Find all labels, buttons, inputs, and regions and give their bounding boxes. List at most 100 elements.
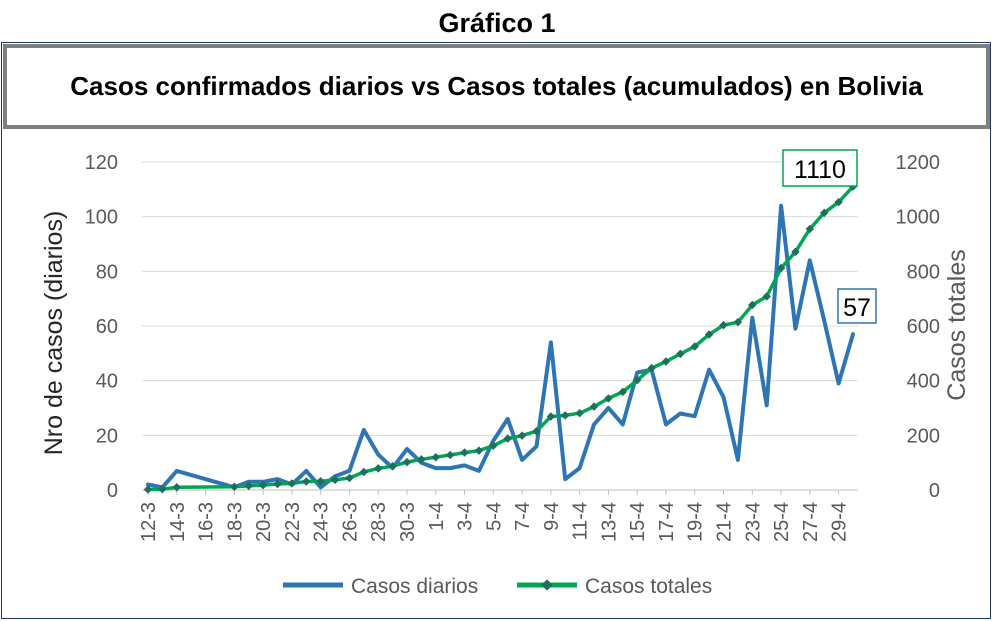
- data-point: [719, 320, 728, 330]
- x-tick-label: 5-4: [483, 502, 505, 531]
- x-tick-label: 16-3: [196, 502, 218, 542]
- callout-daily-label: 57: [843, 294, 871, 322]
- series-line: [146, 184, 855, 492]
- callout-daily: 57: [837, 288, 877, 324]
- data-point: [388, 461, 397, 471]
- legend-label-total: Casos totales: [585, 575, 712, 598]
- data-point: [402, 457, 412, 467]
- data-point: [661, 357, 671, 366]
- data-point: [546, 412, 556, 421]
- x-tick-label: 12-3: [138, 502, 160, 542]
- data-point: [373, 464, 383, 473]
- right-y-tick-label: 1000: [896, 207, 941, 229]
- data-point: [345, 473, 354, 483]
- legend: Casos diarios Casos totales: [283, 575, 712, 598]
- data-point: [489, 441, 498, 450]
- x-tick-label: 29-4: [829, 502, 851, 542]
- data-point: [460, 448, 469, 457]
- right-y-tick-label: 1200: [896, 152, 941, 174]
- data-point: [676, 349, 685, 359]
- data-point: [733, 317, 743, 327]
- data-point: [302, 477, 311, 486]
- left-y-tick-label: 20: [96, 425, 118, 447]
- callout-total: 1110: [782, 149, 858, 187]
- data-point: [589, 402, 599, 411]
- right-y-axis-ticks: 0 200 400 600 800 1000 1200: [896, 152, 941, 502]
- x-tick-label: 13-4: [598, 502, 620, 542]
- x-tick-label: 7-4: [512, 502, 534, 531]
- data-point: [230, 482, 239, 491]
- data-point: [172, 483, 182, 492]
- data-point: [316, 477, 325, 486]
- data-point: [143, 485, 153, 494]
- x-tick-label: 24-3: [311, 502, 333, 542]
- x-tick-label: 19-4: [685, 502, 707, 542]
- data-point: [417, 455, 426, 464]
- x-tick-label: 14-3: [167, 502, 189, 542]
- figure-number-title: Gráfico 1: [438, 8, 556, 38]
- x-tick-label: 11-4: [570, 502, 592, 541]
- x-tick-label: 18-3: [224, 502, 246, 542]
- data-point: [258, 480, 268, 490]
- data-point: [690, 342, 699, 351]
- x-tick-label: 17-4: [656, 502, 678, 542]
- data-point: [575, 408, 584, 418]
- data-point: [704, 330, 714, 339]
- data-point: [604, 394, 613, 403]
- right-y-tick-label: 600: [907, 316, 940, 338]
- left-y-tick-label: 80: [96, 261, 118, 283]
- data-point: [561, 411, 570, 420]
- right-y-tick-label: 400: [907, 371, 940, 393]
- x-tick-label: 22-3: [282, 502, 304, 542]
- data-point: [532, 426, 541, 436]
- x-tick-label: 23-4: [742, 502, 764, 542]
- callout-total-label: 1110: [794, 156, 846, 184]
- x-tick-label: 25-4: [771, 502, 793, 542]
- data-point: [762, 292, 771, 301]
- data-point: [517, 431, 527, 440]
- chart-title: Casos confirmados diarios vs Casos total…: [3, 44, 990, 129]
- x-axis-ticks: 12-3 14-3 16-3 18-3 20-3 22-3 24-3 26-3 28-3 30-3…: [138, 490, 851, 542]
- data-point: [273, 479, 282, 489]
- left-y-tick-label: 40: [96, 371, 118, 393]
- data-point: [647, 363, 656, 373]
- legend-marker-total: [541, 579, 553, 591]
- x-tick-label: 1-4: [426, 502, 448, 531]
- data-point: [748, 300, 757, 310]
- x-tick-label: 3-4: [455, 502, 477, 531]
- left-y-tick-label: 120: [85, 152, 118, 174]
- data-point: [330, 475, 340, 485]
- data-point: [503, 434, 512, 443]
- right-y-axis-label: Casos totales: [943, 249, 971, 400]
- data-point: [776, 263, 786, 273]
- series-daily: [146, 203, 855, 490]
- data-point: [474, 446, 484, 455]
- series-line: [146, 203, 855, 490]
- data-point: [287, 479, 297, 488]
- chart-frame: [1, 42, 991, 619]
- left-y-tick-label: 60: [96, 316, 118, 338]
- x-tick-label: 9-4: [541, 502, 563, 531]
- left-y-tick-label: 0: [107, 480, 118, 502]
- data-point: [618, 387, 628, 397]
- x-tick-label: 27-4: [800, 502, 822, 542]
- right-y-tick-label: 0: [929, 480, 940, 502]
- right-y-tick-label: 200: [907, 425, 940, 447]
- data-point: [431, 452, 440, 462]
- data-point: [244, 481, 253, 491]
- data-point: [359, 467, 369, 477]
- legend-label-daily: Casos diarios: [351, 575, 478, 598]
- x-tick-label: 30-3: [397, 502, 419, 542]
- right-y-tick-label: 800: [907, 261, 940, 283]
- left-y-axis-label: Nro de casos (diarios): [40, 211, 68, 456]
- x-tick-label: 26-3: [339, 502, 361, 542]
- x-tick-label: 28-3: [368, 502, 390, 542]
- data-point: [632, 375, 642, 385]
- left-y-tick-label: 100: [85, 207, 118, 229]
- data-point: [445, 450, 455, 460]
- x-tick-label: 15-4: [627, 502, 649, 542]
- series-layer: [143, 182, 858, 494]
- left-y-axis-ticks: 0 20 40 60 80 100 120: [85, 152, 118, 502]
- data-point: [158, 484, 167, 494]
